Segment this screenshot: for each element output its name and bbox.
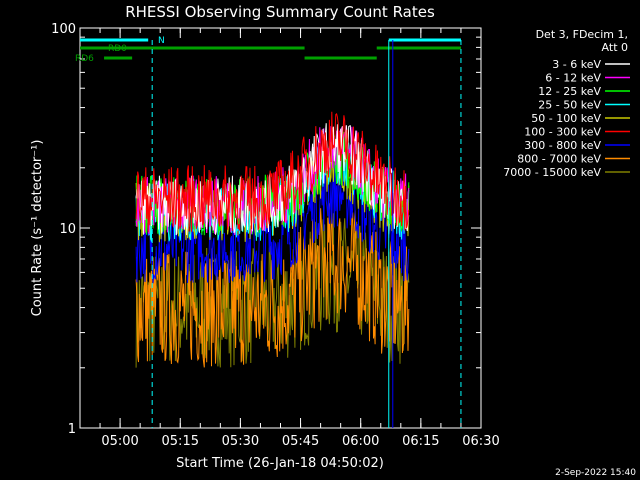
x-tick-label: 06:00 bbox=[342, 434, 379, 449]
legend-label: 7000 - 15000 keV bbox=[503, 166, 601, 179]
x-tick-label: 06:30 bbox=[462, 434, 499, 449]
legend-label: 100 - 300 keV bbox=[524, 126, 601, 139]
legend-label: 12 - 25 keV bbox=[538, 85, 601, 98]
legend-label: 3 - 6 keV bbox=[552, 58, 601, 71]
legend-title-line1: Det 3, FDecim 1, bbox=[536, 28, 628, 41]
legend-label: 6 - 12 keV bbox=[545, 72, 601, 85]
y-tick-label: 10 bbox=[59, 222, 76, 237]
y-tick-label: 1 bbox=[68, 422, 76, 437]
x-tick-label: 05:45 bbox=[282, 434, 319, 449]
y-axis-label: Count Rate (s⁻¹ detector⁻¹) bbox=[30, 140, 45, 317]
legend-label: 300 - 800 keV bbox=[524, 139, 601, 152]
series-line-7 bbox=[135, 203, 410, 368]
flag-label-rd0: RD0 bbox=[108, 44, 127, 54]
legend-title-line2: Att 0 bbox=[602, 41, 628, 54]
x-tick-label: 06:15 bbox=[402, 434, 439, 449]
legend-label: 800 - 7000 keV bbox=[517, 153, 601, 166]
chart-title: RHESSI Observing Summary Count Rates bbox=[125, 3, 435, 21]
x-tick-label: 05:30 bbox=[222, 434, 259, 449]
flag-label-n: N bbox=[158, 36, 165, 46]
legend-label: 50 - 100 keV bbox=[531, 112, 601, 125]
x-tick-label: 05:15 bbox=[162, 434, 199, 449]
x-tick-label: 05:00 bbox=[101, 434, 138, 449]
x-axis-label: Start Time (26-Jan-18 04:50:02) bbox=[176, 456, 384, 471]
flag-label-rd6: RD6 bbox=[75, 54, 94, 64]
y-tick-label: 100 bbox=[51, 22, 76, 37]
legend-label: 25 - 50 keV bbox=[538, 99, 601, 112]
series-line-5 bbox=[135, 111, 410, 233]
series-line-3 bbox=[135, 138, 410, 242]
footer-date: 2-Sep-2022 15:40 bbox=[555, 468, 636, 478]
